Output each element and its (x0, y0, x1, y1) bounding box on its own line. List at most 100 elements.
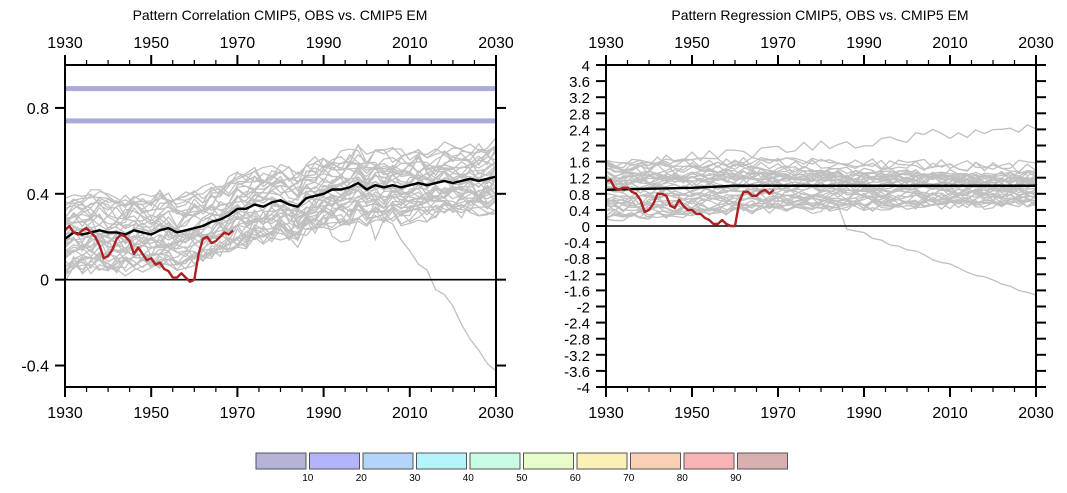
pattern-correlation-panel: Pattern Correlation CMIP5, OBS vs. CMIP5… (21, 7, 513, 422)
colorbar-label: 90 (730, 473, 742, 484)
x-tick-label-top: 1990 (306, 35, 342, 52)
colorbar-box (683, 452, 735, 470)
colorbar-box (737, 452, 788, 470)
ensemble-member-line (65, 203, 496, 273)
colorbar-box (630, 452, 681, 470)
colorbar-label: 80 (677, 473, 689, 484)
x-tick-label-top: 1990 (846, 35, 882, 52)
x-tick-label-top: 2010 (932, 35, 968, 52)
y-tick-label: -4 (577, 380, 590, 397)
y-tick-label: -2 (577, 300, 590, 317)
x-tick-label-bottom: 1930 (47, 405, 83, 422)
y-tick-label: 0.4 (569, 203, 590, 220)
y-tick-label: -2.4 (564, 316, 590, 333)
colorbar-label: 10 (302, 473, 314, 484)
ensemble-member-line (606, 168, 1036, 181)
colorbar-box (309, 452, 360, 470)
y-tick-label: 2.8 (569, 106, 590, 123)
y-tick-label: -1.2 (564, 267, 590, 284)
colorbar-box (362, 452, 414, 470)
ensemble-member-line (65, 179, 496, 252)
x-tick-label-bottom: 1950 (133, 405, 169, 422)
x-tick-label-top: 1950 (674, 35, 710, 52)
pattern-regression-panel: Pattern Regression CMIP5, OBS vs. CMIP5 … (564, 7, 1054, 422)
colorbar-box (576, 452, 628, 470)
y-tick-label: 0.8 (569, 187, 590, 204)
colorbar-label: 50 (516, 473, 528, 484)
y-tick-label: 4 (582, 58, 590, 75)
x-tick-label-bottom: 2010 (392, 405, 428, 422)
colorbar-label: 70 (623, 473, 635, 484)
y-tick-label: 3.6 (569, 74, 590, 91)
ensemble-member-line (65, 184, 496, 259)
colorbar-label: 30 (409, 473, 421, 484)
y-tick-label: -3.6 (564, 364, 590, 381)
y-tick-label: -3.2 (564, 348, 590, 365)
reference-lines (65, 86, 496, 281)
y-tick-label: 0 (582, 219, 590, 236)
colorbar-label: 40 (463, 473, 475, 484)
ensemble-outlier-line (606, 199, 1036, 296)
chart-title: Pattern Regression CMIP5, OBS vs. CMIP5 … (671, 7, 968, 23)
y-tick-label: -0.4 (21, 359, 49, 376)
ensemble-member-line (606, 195, 1036, 213)
ensemble-member-line (65, 179, 496, 249)
colorbar-label: 20 (356, 473, 368, 484)
y-tick-label: 0 (40, 273, 49, 290)
colorbar-box (255, 452, 307, 470)
ensemble-member-line (606, 198, 1036, 218)
y-tick-label: 1.2 (569, 171, 590, 188)
ensemble-member-line (65, 155, 496, 213)
colorbar-box (416, 452, 467, 470)
y-tick-label: 2.4 (569, 122, 590, 139)
colorbar: 10 20 30 40 50 60 70 80 90 (255, 452, 788, 484)
series-lines (605, 178, 1036, 228)
x-tick-label-bottom: 2010 (932, 405, 968, 422)
x-tick-label-top: 1930 (47, 35, 83, 52)
y-tick-label: -2.8 (564, 332, 590, 349)
x-tick-label-bottom: 1990 (846, 405, 882, 422)
ensemble-member-line (65, 200, 496, 282)
colorbar-box (523, 452, 574, 470)
y-tick-label: 0.4 (27, 187, 49, 204)
ensemble-mean-line (605, 184, 1036, 191)
x-tick-label-bottom: 2030 (478, 405, 514, 422)
ensemble-member-line (606, 163, 1036, 185)
ensemble-outlier-line (65, 209, 496, 372)
x-tick-label-bottom: 1950 (674, 405, 710, 422)
ensemble-member-line (606, 156, 1036, 173)
ensemble-member-line (606, 186, 1036, 199)
x-tick-label-top: 2030 (1018, 35, 1054, 52)
chart-title: Pattern Correlation CMIP5, OBS vs. CMIP5… (133, 7, 428, 23)
y-tick-label: 3.2 (569, 90, 590, 107)
colorbar-box (469, 452, 521, 470)
x-tick-label-top: 1950 (133, 35, 169, 52)
ensemble-members (606, 124, 1036, 296)
x-tick-label-bottom: 2030 (1018, 405, 1054, 422)
x-tick-label-top: 2030 (478, 35, 514, 52)
y-tick-label: -0.4 (564, 235, 590, 252)
axes: 1930 1930 1950 1950 1970 1970 1990 1990 2010 2010… (21, 35, 513, 422)
y-tick-label: -0.8 (564, 251, 590, 268)
y-tick-label: 1.6 (569, 155, 590, 172)
obs-line (64, 224, 234, 284)
x-tick-label-top: 1970 (220, 35, 256, 52)
x-tick-label-top: 1970 (760, 35, 796, 52)
ensemble-member-line (65, 161, 496, 226)
x-tick-label-bottom: 1930 (588, 405, 624, 422)
ensemble-member-line (65, 137, 496, 217)
series-lines (64, 175, 497, 284)
ensemble-member-line (606, 171, 1036, 185)
axes: 1930 1930 1950 1950 1970 1970 1990 1990 2010 2010… (564, 35, 1054, 422)
colorbar-label: 60 (570, 473, 582, 484)
ensemble-members (65, 137, 496, 372)
y-tick-label: -1.6 (564, 283, 590, 300)
ensemble-mean-line (64, 175, 497, 240)
x-tick-label-bottom: 1990 (306, 405, 342, 422)
ensemble-member-line (606, 178, 1036, 201)
ensemble-high-line (606, 124, 1036, 171)
x-tick-label-top: 2010 (392, 35, 428, 52)
x-tick-label-bottom: 1970 (760, 405, 796, 422)
ensemble-member-line (65, 203, 496, 278)
